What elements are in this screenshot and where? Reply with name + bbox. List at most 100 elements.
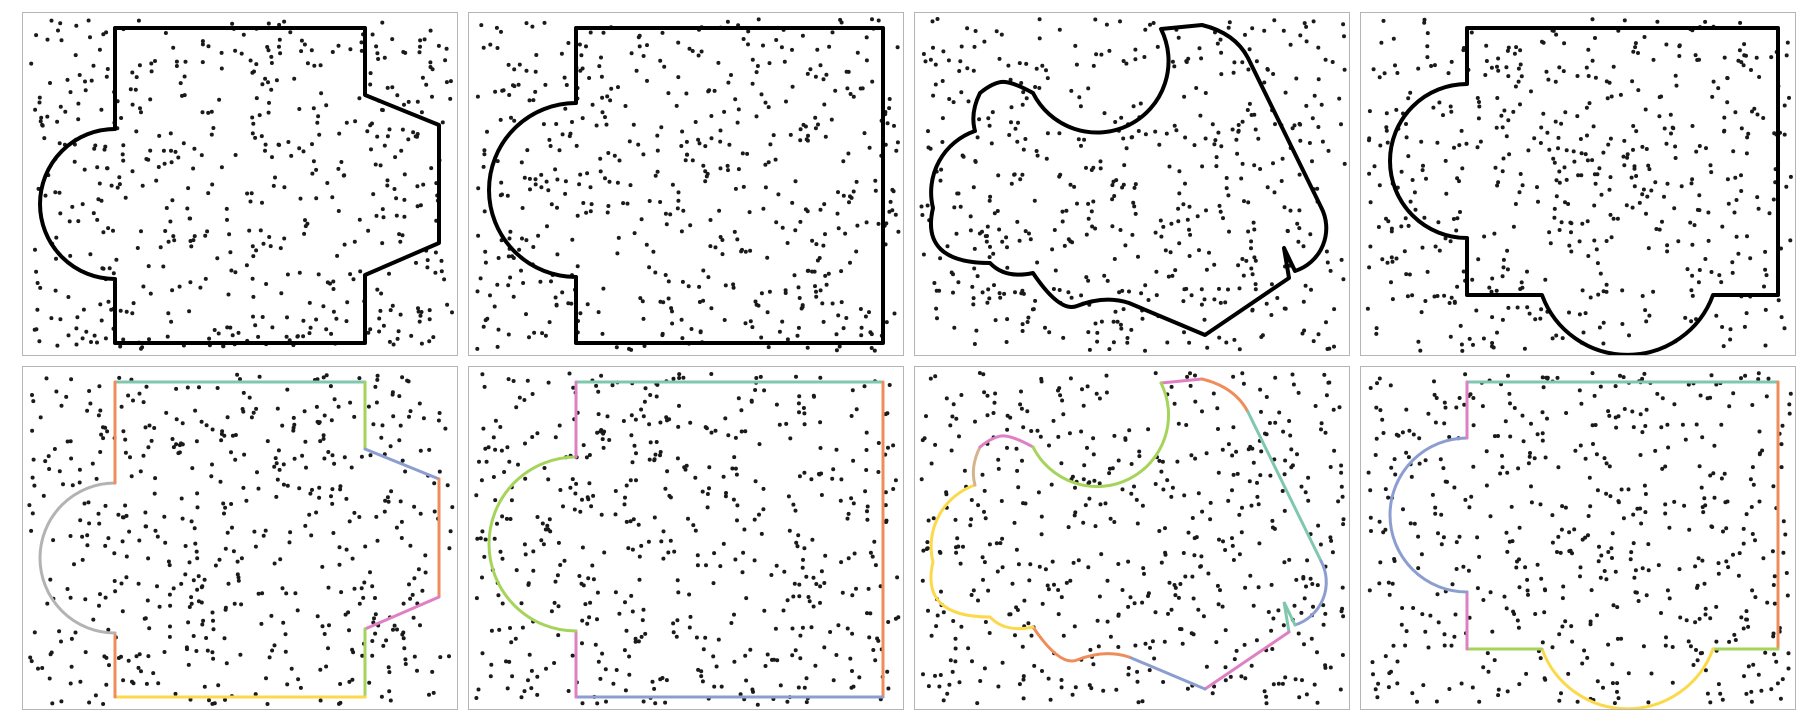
data-point	[1223, 665, 1228, 670]
data-point	[1379, 40, 1384, 45]
data-point	[1236, 123, 1241, 127]
data-point	[1208, 517, 1213, 522]
data-point	[1292, 123, 1297, 128]
data-point	[1690, 293, 1695, 298]
data-point	[1744, 609, 1749, 614]
data-point	[893, 212, 898, 217]
data-point	[400, 233, 405, 238]
data-point	[190, 466, 195, 471]
data-point	[1120, 288, 1125, 293]
data-point	[1249, 246, 1253, 251]
data-point	[996, 466, 1001, 471]
data-point	[1786, 651, 1791, 656]
data-point	[1288, 433, 1293, 438]
data-point	[429, 166, 434, 171]
data-point	[1609, 546, 1614, 551]
data-point	[1026, 315, 1031, 320]
data-point	[1708, 163, 1713, 168]
data-point	[1460, 166, 1465, 171]
data-point	[1737, 48, 1742, 53]
data-point	[830, 301, 835, 306]
data-point	[626, 546, 631, 551]
data-point	[593, 642, 598, 647]
data-point	[1677, 43, 1682, 48]
data-point	[1435, 140, 1440, 145]
data-point	[1544, 375, 1549, 380]
data-point	[436, 43, 441, 48]
data-point	[194, 439, 199, 444]
data-point	[1523, 565, 1528, 570]
data-point	[1496, 180, 1501, 185]
data-point	[1384, 111, 1389, 116]
data-point	[1148, 645, 1152, 650]
data-point	[693, 120, 698, 124]
data-point	[1018, 177, 1023, 182]
data-point	[1183, 574, 1188, 579]
data-point	[391, 414, 396, 419]
data-point	[1695, 658, 1700, 663]
data-point	[761, 43, 765, 48]
data-point	[1259, 449, 1264, 454]
data-point	[629, 51, 634, 56]
data-point	[479, 478, 484, 483]
data-point	[1561, 69, 1566, 74]
data-point	[412, 576, 417, 581]
data-point	[848, 92, 853, 96]
data-point	[367, 680, 372, 685]
data-point	[59, 38, 64, 43]
data-point	[489, 662, 494, 667]
data-point	[1564, 411, 1569, 415]
data-point	[1594, 452, 1599, 457]
data-point	[811, 604, 816, 609]
data-point	[128, 87, 133, 92]
data-point	[1756, 377, 1761, 382]
data-point	[267, 655, 272, 660]
data-point	[845, 86, 850, 91]
data-point	[1563, 110, 1568, 115]
data-point	[1143, 27, 1148, 32]
data-point	[250, 115, 255, 120]
data-point	[1386, 495, 1391, 500]
data-point	[1021, 696, 1026, 701]
data-point	[1051, 287, 1056, 291]
data-point	[743, 249, 748, 254]
data-point	[684, 91, 689, 96]
data-point	[1165, 340, 1170, 345]
data-point	[494, 25, 499, 30]
data-point	[1325, 260, 1330, 265]
data-point	[577, 574, 582, 578]
data-point	[1393, 63, 1397, 68]
data-point	[394, 213, 399, 218]
data-point	[233, 457, 238, 462]
data-point	[796, 685, 801, 690]
data-point	[1127, 428, 1132, 433]
data-point	[479, 23, 484, 28]
data-point	[648, 440, 653, 445]
data-point	[677, 403, 681, 408]
data-point	[317, 485, 322, 490]
data-point	[1168, 250, 1173, 255]
data-point	[1512, 406, 1517, 410]
data-point	[822, 202, 827, 207]
data-point	[1496, 434, 1500, 438]
data-point	[1739, 376, 1743, 381]
data-point	[347, 519, 352, 524]
data-point	[777, 329, 782, 334]
data-point	[561, 504, 565, 509]
data-point	[308, 325, 313, 330]
data-point	[336, 404, 341, 409]
data-point	[935, 316, 939, 321]
data-point	[1081, 520, 1086, 525]
data-point	[1217, 335, 1222, 340]
data-point	[864, 35, 869, 40]
data-point	[424, 82, 429, 87]
data-point	[545, 523, 550, 528]
data-point	[1121, 307, 1126, 312]
data-point	[1406, 455, 1411, 460]
data-point	[165, 334, 170, 339]
data-point	[279, 291, 284, 296]
data-point	[476, 233, 481, 238]
data-point	[1596, 559, 1601, 564]
data-point	[185, 206, 190, 211]
data-point	[934, 306, 939, 311]
